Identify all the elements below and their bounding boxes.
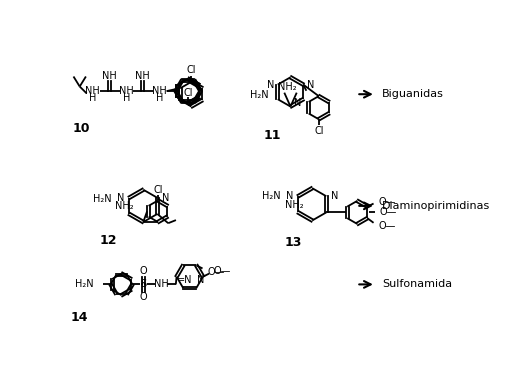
Text: Biguanidas: Biguanidas <box>382 89 444 99</box>
Text: N: N <box>331 191 338 201</box>
Text: S: S <box>140 279 146 289</box>
Text: N: N <box>197 275 204 285</box>
Text: N: N <box>307 79 315 89</box>
Text: NH: NH <box>102 71 117 81</box>
Text: 13: 13 <box>284 236 301 250</box>
Text: NH: NH <box>86 86 100 96</box>
Text: NH₂: NH₂ <box>285 200 304 210</box>
Text: H: H <box>123 93 130 103</box>
Text: N: N <box>286 191 294 201</box>
Text: Cl: Cl <box>153 185 163 195</box>
Text: O: O <box>139 293 147 302</box>
Text: NH: NH <box>135 71 150 81</box>
Text: N: N <box>117 193 125 203</box>
Text: 14: 14 <box>71 311 88 324</box>
Text: NH: NH <box>119 86 134 96</box>
Text: O—: O— <box>378 221 396 231</box>
Text: O: O <box>139 266 147 276</box>
Text: H₂N: H₂N <box>75 279 94 289</box>
Text: N: N <box>162 193 169 203</box>
Text: 10: 10 <box>73 123 90 135</box>
Text: N: N <box>267 79 275 89</box>
Text: NH₂: NH₂ <box>115 201 134 211</box>
Text: O—: O— <box>380 208 397 217</box>
Text: NH: NH <box>152 86 167 96</box>
Text: H₂N: H₂N <box>250 89 268 100</box>
Text: Cl: Cl <box>187 66 196 75</box>
Text: H: H <box>156 93 163 103</box>
Text: H: H <box>89 93 97 103</box>
Text: Cl: Cl <box>184 88 193 98</box>
Text: Diaminopirimidinas: Diaminopirimidinas <box>382 201 490 211</box>
Text: =N: =N <box>177 275 193 285</box>
Text: Sulfonamida: Sulfonamida <box>382 279 452 289</box>
Text: NH₂: NH₂ <box>278 81 297 92</box>
Text: Cl: Cl <box>314 126 323 136</box>
Text: H₂N: H₂N <box>94 194 112 204</box>
Text: 12: 12 <box>99 234 117 247</box>
Text: NH: NH <box>154 279 168 289</box>
Text: O—: O— <box>207 266 225 276</box>
Text: N: N <box>294 99 301 109</box>
Text: H₂N: H₂N <box>262 191 281 201</box>
Text: O—: O— <box>214 266 231 276</box>
Text: 11: 11 <box>264 128 281 142</box>
Text: O—: O— <box>378 197 396 207</box>
